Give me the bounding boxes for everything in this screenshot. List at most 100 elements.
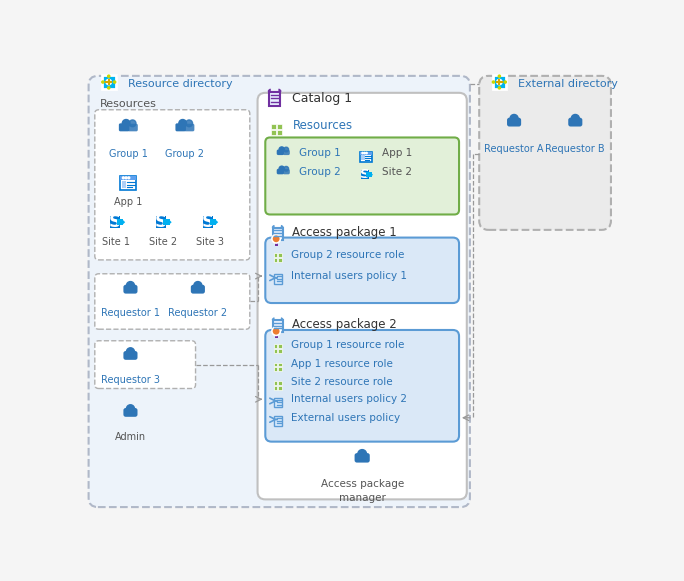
FancyBboxPatch shape: [175, 123, 186, 131]
Text: Requestor 1: Requestor 1: [101, 309, 160, 318]
Circle shape: [496, 78, 503, 85]
Bar: [278, 363, 282, 367]
FancyBboxPatch shape: [123, 285, 137, 293]
Bar: [360, 152, 372, 155]
Circle shape: [194, 282, 202, 289]
Text: Access package 1: Access package 1: [293, 225, 397, 239]
FancyBboxPatch shape: [283, 169, 290, 174]
Bar: [278, 345, 282, 348]
FancyArrow shape: [164, 220, 172, 225]
Bar: [360, 152, 372, 162]
Bar: [277, 124, 282, 129]
Text: Requestor B: Requestor B: [545, 145, 605, 155]
FancyArrow shape: [367, 173, 373, 177]
Circle shape: [362, 152, 363, 154]
FancyBboxPatch shape: [568, 118, 582, 127]
Circle shape: [128, 177, 130, 179]
Text: Resource directory: Resource directory: [128, 80, 233, 89]
Text: Requestor 2: Requestor 2: [168, 309, 228, 318]
Text: Requestor A: Requestor A: [484, 145, 544, 155]
Circle shape: [102, 81, 104, 83]
Text: Catalog 1: Catalog 1: [293, 92, 352, 106]
Bar: [277, 130, 282, 135]
Bar: [209, 219, 216, 225]
Circle shape: [129, 120, 136, 127]
Bar: [269, 92, 280, 106]
Text: Group 2: Group 2: [166, 149, 205, 159]
Text: Admin: Admin: [115, 432, 146, 442]
Bar: [273, 228, 282, 240]
FancyBboxPatch shape: [283, 150, 290, 155]
Bar: [274, 416, 282, 426]
Bar: [274, 345, 277, 348]
FancyBboxPatch shape: [277, 169, 284, 174]
Circle shape: [122, 177, 124, 179]
FancyBboxPatch shape: [258, 93, 466, 500]
Circle shape: [510, 114, 518, 123]
Text: Requestor 3: Requestor 3: [101, 375, 160, 385]
Bar: [274, 367, 277, 371]
Circle shape: [107, 87, 110, 89]
Circle shape: [122, 120, 130, 127]
Text: Internal users policy 1: Internal users policy 1: [291, 271, 407, 281]
Text: App 1: App 1: [114, 197, 142, 207]
FancyBboxPatch shape: [265, 238, 459, 303]
FancyBboxPatch shape: [95, 110, 250, 260]
FancyBboxPatch shape: [191, 285, 205, 293]
Text: Site 3: Site 3: [196, 237, 224, 247]
Bar: [274, 397, 282, 407]
Bar: [163, 219, 170, 225]
Bar: [274, 253, 277, 257]
Text: Site 2 resource role: Site 2 resource role: [291, 377, 393, 388]
Circle shape: [105, 78, 112, 85]
Circle shape: [107, 75, 110, 77]
FancyBboxPatch shape: [95, 274, 250, 329]
Bar: [361, 156, 365, 160]
Circle shape: [179, 120, 187, 127]
Circle shape: [366, 152, 367, 154]
Circle shape: [571, 114, 579, 123]
Text: External users policy: External users policy: [291, 413, 400, 423]
Circle shape: [498, 87, 501, 89]
Text: Group 1 resource role: Group 1 resource role: [291, 340, 404, 350]
Bar: [120, 176, 136, 190]
FancyBboxPatch shape: [95, 341, 196, 389]
Text: Group 1: Group 1: [299, 148, 341, 158]
FancyBboxPatch shape: [119, 123, 129, 131]
Bar: [278, 386, 282, 390]
Bar: [274, 363, 277, 367]
FancyArrow shape: [211, 220, 218, 225]
FancyBboxPatch shape: [265, 138, 459, 214]
Circle shape: [358, 450, 367, 458]
FancyBboxPatch shape: [277, 149, 284, 155]
Text: Resources: Resources: [293, 119, 354, 132]
FancyBboxPatch shape: [507, 118, 521, 127]
Bar: [122, 181, 126, 188]
Text: S: S: [155, 213, 167, 231]
Text: S: S: [202, 213, 213, 231]
Bar: [271, 130, 276, 135]
Text: Group 2: Group 2: [299, 167, 341, 177]
FancyBboxPatch shape: [265, 330, 459, 442]
FancyArrow shape: [118, 220, 125, 225]
Circle shape: [492, 81, 495, 83]
Text: Internal users policy 2: Internal users policy 2: [291, 394, 407, 404]
Bar: [274, 381, 277, 385]
FancyBboxPatch shape: [123, 408, 137, 417]
Bar: [273, 320, 282, 332]
Bar: [274, 240, 278, 246]
Text: App 1: App 1: [382, 148, 412, 158]
Circle shape: [284, 147, 289, 152]
Bar: [274, 349, 277, 353]
Circle shape: [114, 81, 116, 83]
Circle shape: [279, 166, 285, 171]
Circle shape: [127, 348, 135, 356]
Text: S: S: [109, 213, 120, 231]
Circle shape: [284, 166, 289, 171]
Circle shape: [272, 327, 280, 335]
Text: S: S: [360, 168, 369, 181]
Bar: [366, 173, 371, 177]
Bar: [361, 170, 369, 180]
Text: App 1 resource role: App 1 resource role: [291, 359, 393, 369]
Circle shape: [186, 120, 193, 127]
